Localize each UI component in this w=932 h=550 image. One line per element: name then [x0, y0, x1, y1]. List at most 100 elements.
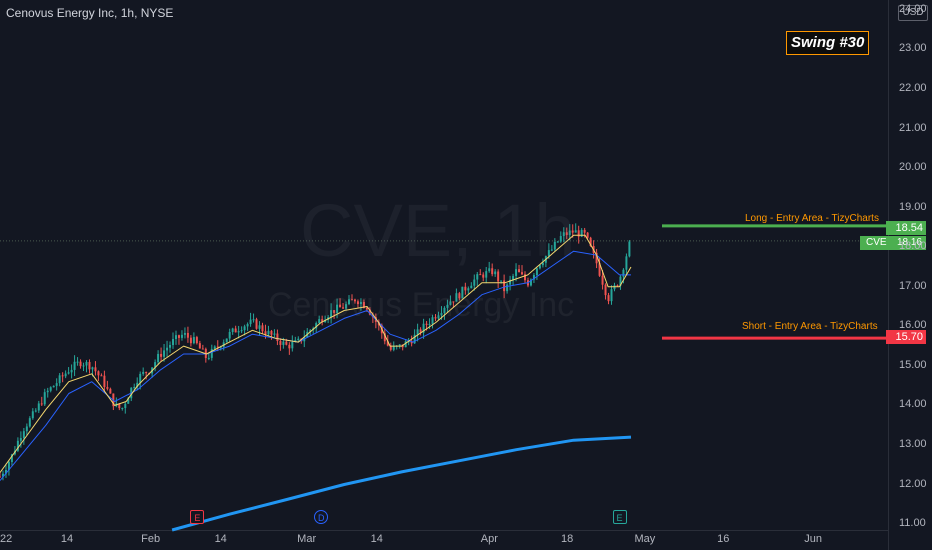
long-price-tag: 18.54	[886, 221, 926, 235]
candle-body	[16, 440, 19, 451]
candle-body	[446, 304, 449, 308]
y-tick-label: 14.00	[899, 398, 927, 411]
candle-body	[55, 383, 58, 386]
candle-body	[67, 372, 70, 374]
candle-body	[19, 438, 22, 441]
candle-body	[82, 365, 85, 367]
candle-body	[228, 331, 231, 339]
short-level-label: Short - Entry Area - TizyCharts	[742, 321, 878, 332]
candle-body	[225, 338, 228, 343]
candle-body	[273, 333, 276, 335]
candle-body	[497, 271, 500, 282]
candle-body	[285, 341, 288, 345]
y-tick-label: 12.00	[899, 477, 927, 490]
y-tick-label: 11.00	[899, 517, 926, 530]
candle-body	[40, 403, 43, 405]
y-tick-label: 15.00	[899, 358, 927, 371]
x-tick-label: Apr	[480, 533, 498, 545]
chart-title: Cenovus Energy Inc, 1h, NYSE	[6, 6, 174, 20]
candle-body	[288, 344, 291, 349]
candle-body	[324, 320, 327, 323]
candle-body	[342, 307, 345, 309]
candle-body	[404, 341, 407, 348]
candle-body	[282, 341, 285, 345]
candle-body	[488, 268, 491, 272]
candle-body	[61, 375, 64, 377]
candle-body	[595, 252, 598, 264]
candle-body	[562, 232, 565, 237]
y-tick-label: 17.00	[899, 279, 927, 292]
candle-body	[440, 313, 443, 316]
event-marker-e[interactable]: E	[612, 510, 627, 524]
candle-body	[345, 304, 348, 309]
candle-body	[350, 299, 353, 301]
candle-body	[356, 301, 359, 305]
candle-body	[279, 341, 282, 345]
candle-body	[571, 230, 574, 233]
candle-body	[37, 403, 40, 411]
candle-body	[58, 375, 61, 384]
candle-body	[127, 398, 130, 404]
candle-body	[476, 274, 479, 280]
candle-body	[622, 269, 625, 277]
candle-body	[85, 361, 88, 366]
candle-body	[145, 372, 148, 374]
candle-body	[0, 476, 1, 478]
candle-body	[255, 319, 258, 329]
candle-body	[464, 286, 467, 291]
candle-body	[518, 269, 521, 273]
candle-body	[437, 315, 440, 319]
candle-body	[577, 230, 580, 237]
candle-body	[506, 284, 509, 292]
candle-body	[154, 362, 157, 368]
candle-body	[550, 249, 553, 251]
candle-body	[386, 341, 389, 346]
candle-body	[565, 232, 568, 236]
candle-body	[297, 338, 300, 340]
candle-body	[52, 385, 55, 388]
sma-slow-line	[171, 435, 632, 532]
candle-body	[79, 361, 82, 367]
candle-body	[73, 361, 76, 370]
candle-body	[91, 367, 94, 370]
candle-body	[157, 353, 160, 363]
candle-body	[410, 341, 413, 344]
candle-body	[121, 407, 124, 409]
candle-body	[586, 232, 589, 238]
candle-body	[339, 304, 342, 308]
candle-body	[365, 307, 368, 310]
candle-body	[264, 331, 267, 335]
y-tick-label: 20.00	[899, 161, 927, 174]
last-price-value: 18.16	[896, 237, 922, 248]
candle-body	[252, 319, 255, 321]
candle-body	[515, 269, 518, 276]
currency-button[interactable]: USD	[898, 5, 928, 21]
candle-body	[240, 330, 243, 332]
candle-body	[76, 361, 79, 363]
candle-body	[583, 229, 586, 233]
candle-body	[189, 337, 192, 344]
candle-body	[452, 301, 455, 303]
candle-body	[88, 361, 91, 370]
candle-body	[249, 319, 252, 325]
candle-body	[568, 230, 571, 236]
candle-body	[547, 250, 550, 257]
candle-body	[359, 301, 362, 305]
long-level-label: Long - Entry Area - TizyCharts	[745, 213, 879, 224]
candle-body	[246, 324, 249, 327]
candle-body	[139, 373, 142, 383]
event-marker-e[interactable]: E	[190, 510, 205, 524]
event-marker-d[interactable]: D	[314, 510, 329, 524]
candle-body	[589, 237, 592, 247]
candle-body	[455, 293, 458, 302]
x-tick-label: 14	[214, 533, 227, 545]
candle-body	[7, 461, 10, 470]
candle-body	[321, 319, 324, 323]
candle-body	[509, 279, 512, 285]
candle-body	[163, 350, 166, 357]
candle-body	[106, 387, 109, 389]
y-tick-label: 24.00	[899, 2, 927, 15]
candle-body	[479, 274, 482, 276]
